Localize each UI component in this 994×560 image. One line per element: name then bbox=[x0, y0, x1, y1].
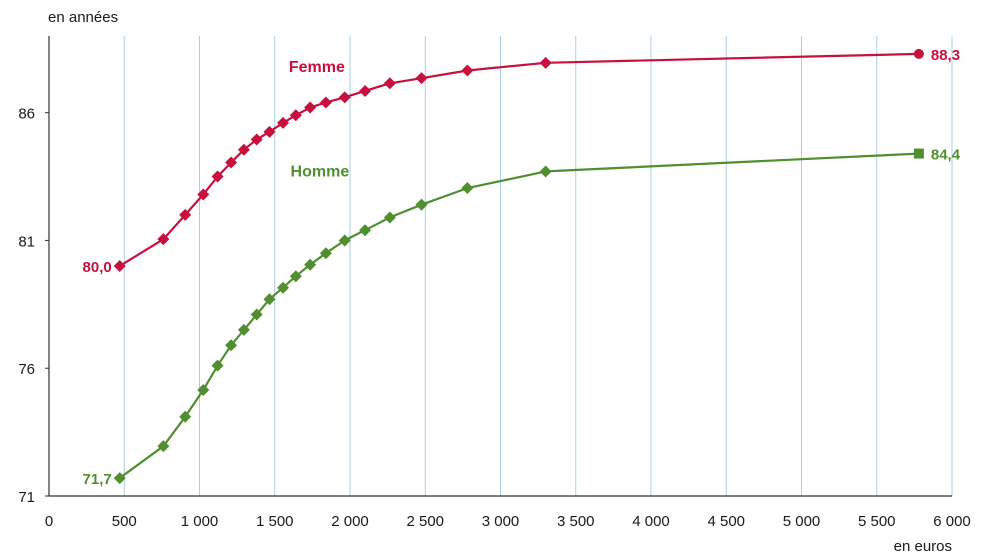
x-tick-label: 5 500 bbox=[858, 513, 896, 530]
y-axis-tick-labels: 71 76 81 86 bbox=[18, 106, 35, 506]
data-point-femme bbox=[179, 208, 192, 221]
data-label-start-femme: 80,0 bbox=[83, 259, 112, 276]
data-point-homme bbox=[263, 293, 276, 306]
x-tick-label: 4 500 bbox=[707, 513, 745, 530]
data-point-homme bbox=[211, 359, 224, 372]
data-label-end-homme: 84,4 bbox=[931, 147, 961, 164]
series-line-homme bbox=[119, 152, 919, 479]
data-point-femme bbox=[319, 96, 332, 109]
data-point-homme bbox=[304, 258, 317, 271]
y-tick-label: 86 bbox=[18, 106, 35, 123]
data-point-femme bbox=[539, 56, 552, 69]
series-layer bbox=[113, 48, 924, 485]
x-tick-label: 4 000 bbox=[632, 513, 670, 530]
data-point-femme bbox=[383, 77, 396, 90]
data-point-femme bbox=[250, 133, 263, 146]
data-point-femme bbox=[237, 143, 250, 156]
data-point-femme bbox=[211, 170, 224, 183]
data-point-homme bbox=[225, 339, 238, 352]
data-point-homme bbox=[415, 198, 428, 211]
data-point-femme bbox=[225, 156, 238, 169]
data-point-homme bbox=[319, 247, 332, 260]
y-tick-label: 71 bbox=[18, 489, 35, 506]
data-point-femme bbox=[913, 48, 924, 59]
series-name-femme: Femme bbox=[289, 59, 345, 76]
data-point-homme bbox=[539, 165, 552, 178]
series-labels: 80,0 88,3 71,7 84,4 Femme Homme bbox=[83, 47, 961, 488]
data-point-homme bbox=[277, 281, 290, 294]
data-point-homme bbox=[250, 308, 263, 321]
x-axis-title: en euros bbox=[894, 538, 952, 555]
x-tick-label: 2 500 bbox=[406, 513, 444, 530]
data-point-homme bbox=[237, 323, 250, 336]
data-point-femme bbox=[415, 72, 428, 85]
data-point-femme bbox=[461, 64, 474, 77]
data-point-femme bbox=[277, 116, 290, 129]
data-point-homme bbox=[179, 410, 192, 423]
data-point-homme bbox=[359, 224, 372, 237]
data-point-homme bbox=[383, 211, 396, 224]
data-point-femme bbox=[197, 188, 210, 201]
x-tick-label: 5 000 bbox=[783, 513, 821, 530]
data-point-homme bbox=[338, 234, 351, 247]
x-tick-label: 2 000 bbox=[331, 513, 369, 530]
y-tick-label: 76 bbox=[18, 361, 35, 378]
data-point-femme bbox=[304, 101, 317, 114]
y-tick-label: 81 bbox=[18, 233, 35, 250]
data-point-homme bbox=[113, 472, 126, 485]
vertical-gridlines bbox=[123, 36, 953, 496]
data-point-homme bbox=[461, 182, 474, 195]
data-point-femme bbox=[338, 91, 351, 104]
data-point-homme bbox=[197, 383, 210, 396]
data-point-femme bbox=[263, 125, 276, 138]
data-point-homme bbox=[913, 148, 924, 159]
series-name-homme: Homme bbox=[291, 164, 350, 181]
data-point-homme bbox=[289, 270, 302, 283]
data-point-femme bbox=[359, 84, 372, 97]
data-point-homme bbox=[157, 440, 170, 453]
data-point-femme bbox=[289, 109, 302, 122]
data-label-end-femme: 88,3 bbox=[931, 47, 960, 64]
x-axis-tick-labels: 0 500 1 000 1 500 2 000 2 500 3 000 3 500 4 000 4… bbox=[45, 513, 971, 530]
x-tick-label: 3 000 bbox=[482, 513, 520, 530]
x-tick-label: 500 bbox=[112, 513, 137, 530]
x-tick-label: 6 000 bbox=[933, 513, 971, 530]
data-label-start-homme: 71,7 bbox=[83, 471, 112, 488]
x-tick-label: 1 500 bbox=[256, 513, 294, 530]
x-tick-label: 0 bbox=[45, 513, 53, 530]
x-tick-label: 3 500 bbox=[557, 513, 595, 530]
x-tick-label: 1 000 bbox=[181, 513, 219, 530]
y-axis-title: en années bbox=[48, 9, 118, 26]
data-point-femme bbox=[157, 233, 170, 246]
axes bbox=[45, 36, 952, 497]
data-point-femme bbox=[113, 260, 126, 272]
